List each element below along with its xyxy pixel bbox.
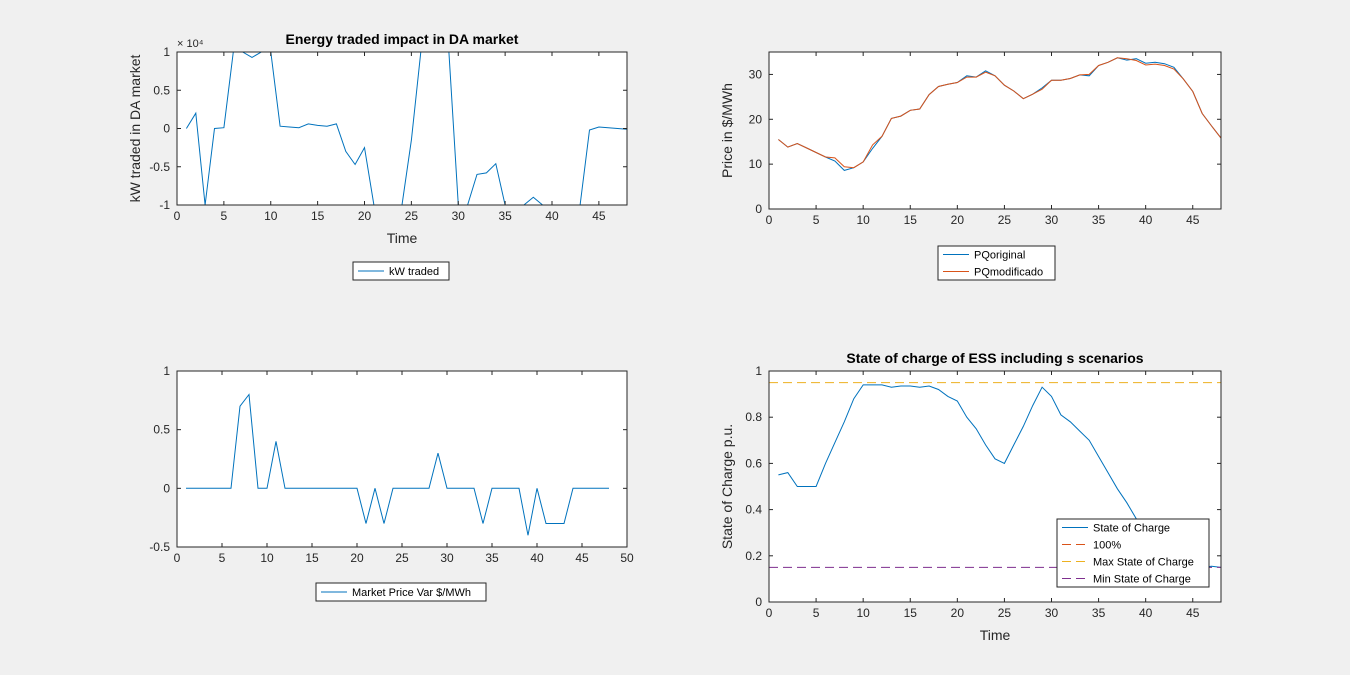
axes-background	[177, 371, 627, 547]
y-tick-label: 1	[163, 364, 170, 378]
axis-exponent: × 10⁴	[177, 38, 204, 50]
y-tick-label: 0.4	[745, 503, 762, 517]
legend-box	[937, 245, 1056, 281]
y-tick-label: 0.5	[153, 83, 170, 97]
y-tick-label: 0	[163, 481, 170, 495]
x-tick-label: 25	[405, 209, 419, 223]
y-tick-label: 0	[755, 202, 762, 216]
x-tick-label: 20	[951, 213, 965, 227]
legend: kW traded	[352, 261, 450, 281]
axes-frame	[768, 370, 1222, 603]
x-tick-label: 15	[904, 606, 918, 620]
chart-title: Energy traded impact in DA market	[286, 31, 519, 47]
chart-2: 0 5 10 15 20 25 30 35 40 45 0 10 20 30 Price in $/MWh P…	[719, 51, 1222, 281]
x-tick-label: 25	[998, 213, 1012, 227]
chart-1: 0 5 10 15 20 25 30 35 40 45 -1 -0.5 0 0.5 1 × 10⁴ Energy…	[127, 31, 628, 281]
y-tick-label: 0	[163, 122, 170, 136]
x-tick-label: 0	[174, 209, 181, 223]
x-axis-label: Time	[387, 230, 418, 246]
chart-title: State of charge of ESS including s scena…	[846, 350, 1143, 366]
x-tick-label: 45	[1186, 606, 1200, 620]
y-tick-label: 0.5	[153, 423, 170, 437]
y-axis-label: Price in $/MWh	[719, 83, 735, 178]
x-tick-label: 5	[219, 551, 226, 565]
y-axis-label: State of Charge p.u.	[719, 424, 735, 549]
x-tick-label: 0	[174, 551, 181, 565]
legend-label: Max State of Charge	[1093, 557, 1194, 569]
legend: Market Price Var $/MWh	[315, 582, 487, 602]
x-tick-label: 35	[1092, 606, 1106, 620]
x-tick-label: 25	[998, 606, 1012, 620]
x-tick-label: 30	[1045, 606, 1059, 620]
legend-label: 100%	[1093, 540, 1121, 552]
y-tick-label: -1	[159, 198, 170, 212]
x-tick-label: 45	[575, 551, 589, 565]
x-tick-label: 30	[440, 551, 454, 565]
x-tick-label: 50	[620, 551, 634, 565]
x-tick-label: 20	[358, 209, 372, 223]
x-tick-label: 15	[311, 209, 325, 223]
y-tick-label: 1	[163, 45, 170, 59]
chart-3: 0 5 10 15 20 25 30 35 40 45 50 -0.5 0 0.5 1 Market Pric…	[149, 364, 634, 602]
x-tick-label: 40	[530, 551, 544, 565]
legend: PQoriginal PQmodificado	[937, 245, 1056, 281]
legend: State of Charge 100% Max State of Charge Mi…	[1056, 518, 1210, 588]
y-tick-label: 1	[755, 364, 762, 378]
x-tick-label: 45	[1186, 213, 1200, 227]
legend-box	[1056, 518, 1210, 588]
y-tick-label: 0.6	[745, 456, 762, 470]
x-tick-label: 5	[813, 606, 820, 620]
x-tick-label: 35	[1092, 213, 1106, 227]
x-tick-label: 0	[766, 606, 773, 620]
chart-4: 0 5 10 15 20 25 30 35 40 45 0 0.2 0.4 0.6 0.8 1 State of…	[719, 350, 1222, 643]
x-tick-label: 40	[1139, 213, 1153, 227]
y-tick-label: 0.8	[745, 410, 762, 424]
x-tick-label: 20	[350, 551, 364, 565]
axes-background	[177, 52, 627, 205]
y-tick-label: -0.5	[149, 540, 170, 554]
y-tick-label: 10	[749, 157, 763, 171]
x-axis-label: Time	[980, 627, 1011, 643]
x-tick-label: 5	[813, 213, 820, 227]
x-tick-label: 0	[766, 213, 773, 227]
x-tick-label: 10	[856, 606, 870, 620]
x-tick-label: 15	[305, 551, 319, 565]
y-axis-label: kW traded in DA market	[127, 54, 143, 202]
x-tick-label: 5	[221, 209, 228, 223]
legend-label: PQmodificado	[974, 267, 1043, 279]
x-tick-label: 10	[260, 551, 274, 565]
x-tick-label: 30	[452, 209, 466, 223]
x-tick-label: 45	[592, 209, 606, 223]
x-tick-label: 10	[264, 209, 278, 223]
y-tick-label: 30	[749, 67, 763, 81]
legend-label: Market Price Var $/MWh	[352, 587, 471, 599]
x-tick-label: 35	[498, 209, 512, 223]
legend-label: PQoriginal	[974, 250, 1025, 262]
axes-frame	[768, 51, 1222, 210]
x-tick-label: 40	[1139, 606, 1153, 620]
y-tick-label: 0	[755, 595, 762, 609]
y-tick-label: 0.2	[745, 549, 762, 563]
legend-box	[352, 261, 450, 281]
x-tick-label: 40	[545, 209, 559, 223]
x-tick-label: 10	[856, 213, 870, 227]
axes-background	[769, 52, 1221, 209]
legend-label: Min State of Charge	[1093, 574, 1191, 586]
x-tick-label: 15	[904, 213, 918, 227]
series-line-2	[778, 57, 1221, 169]
y-tick-label: 20	[749, 112, 763, 126]
legend-label: kW traded	[389, 266, 439, 278]
x-tick-label: 30	[1045, 213, 1059, 227]
y-tick-label: -0.5	[149, 160, 170, 174]
series-line-1	[186, 393, 609, 536]
x-tick-label: 35	[485, 551, 499, 565]
x-tick-label: 20	[951, 606, 965, 620]
legend-label: State of Charge	[1093, 523, 1170, 535]
legend-box	[315, 582, 487, 602]
x-tick-label: 25	[395, 551, 409, 565]
